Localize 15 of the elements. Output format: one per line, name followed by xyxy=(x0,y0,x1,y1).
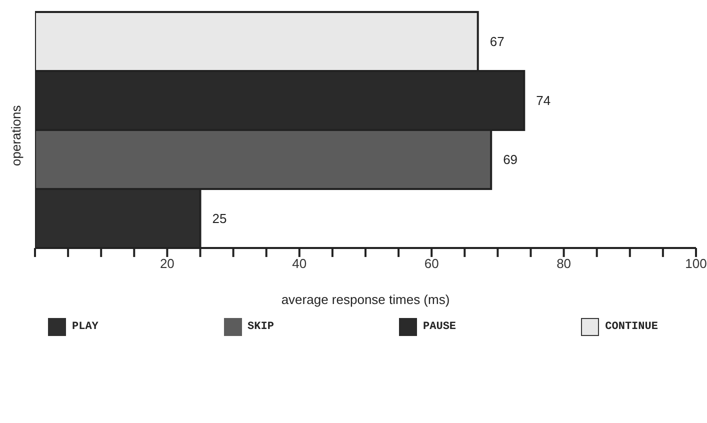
y-axis-title: operations xyxy=(8,104,24,166)
data-label: 69 xyxy=(503,152,518,168)
legend-label: PAUSE xyxy=(423,321,456,333)
x-axis-title: average response times (ms) xyxy=(281,292,450,307)
x-tick-label: 60 xyxy=(424,256,439,272)
x-tick-label: 80 xyxy=(556,256,572,272)
x-tick-label: 20 xyxy=(160,256,174,272)
legend-label: CONTINUE xyxy=(605,321,658,333)
x-tick-label: 100 xyxy=(685,256,707,272)
data-label: 25 xyxy=(212,211,227,226)
legend-label: PLAY xyxy=(72,321,98,333)
x-tick-label: 40 xyxy=(292,256,307,272)
data-label: 67 xyxy=(490,34,504,50)
data-label: 74 xyxy=(536,93,551,108)
legend-label: SKIP xyxy=(248,321,274,333)
